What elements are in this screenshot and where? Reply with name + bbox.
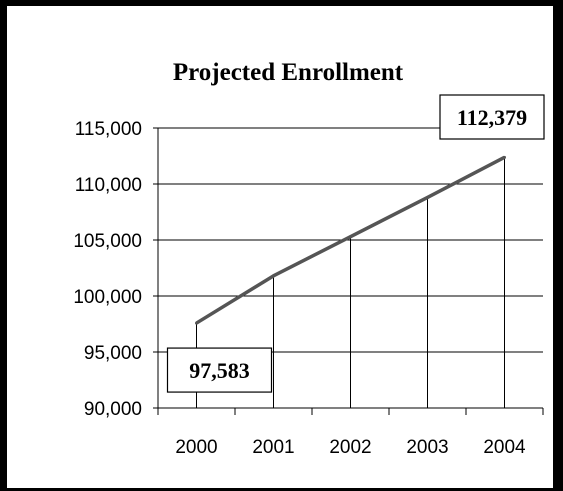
data-point — [503, 155, 506, 159]
y-tick-label: 100,000 — [73, 287, 142, 308]
chart-title: Projected Enrollment — [173, 59, 404, 86]
x-tick-label: 2001 — [252, 437, 294, 458]
x-tick-label: 2002 — [329, 437, 371, 458]
data-point — [349, 235, 352, 239]
data-point — [195, 321, 198, 325]
y-tick-label: 105,000 — [73, 231, 142, 252]
data-label: 97,583 — [189, 358, 250, 383]
data-label-box — [166, 347, 273, 393]
y-tick-label: 115,000 — [75, 119, 142, 140]
y-tick-label: 110,000 — [75, 175, 142, 196]
data-point — [426, 195, 429, 199]
y-tick-label: 95,000 — [84, 343, 142, 364]
data-label: 112,379 — [457, 105, 527, 130]
data-point — [272, 274, 275, 278]
x-tick-label: 2004 — [483, 437, 526, 458]
x-tick-label: 2003 — [406, 437, 448, 458]
y-tick-label: 90,000 — [84, 399, 142, 420]
data-label-box — [439, 94, 545, 140]
x-tick-label: 2000 — [175, 437, 217, 458]
